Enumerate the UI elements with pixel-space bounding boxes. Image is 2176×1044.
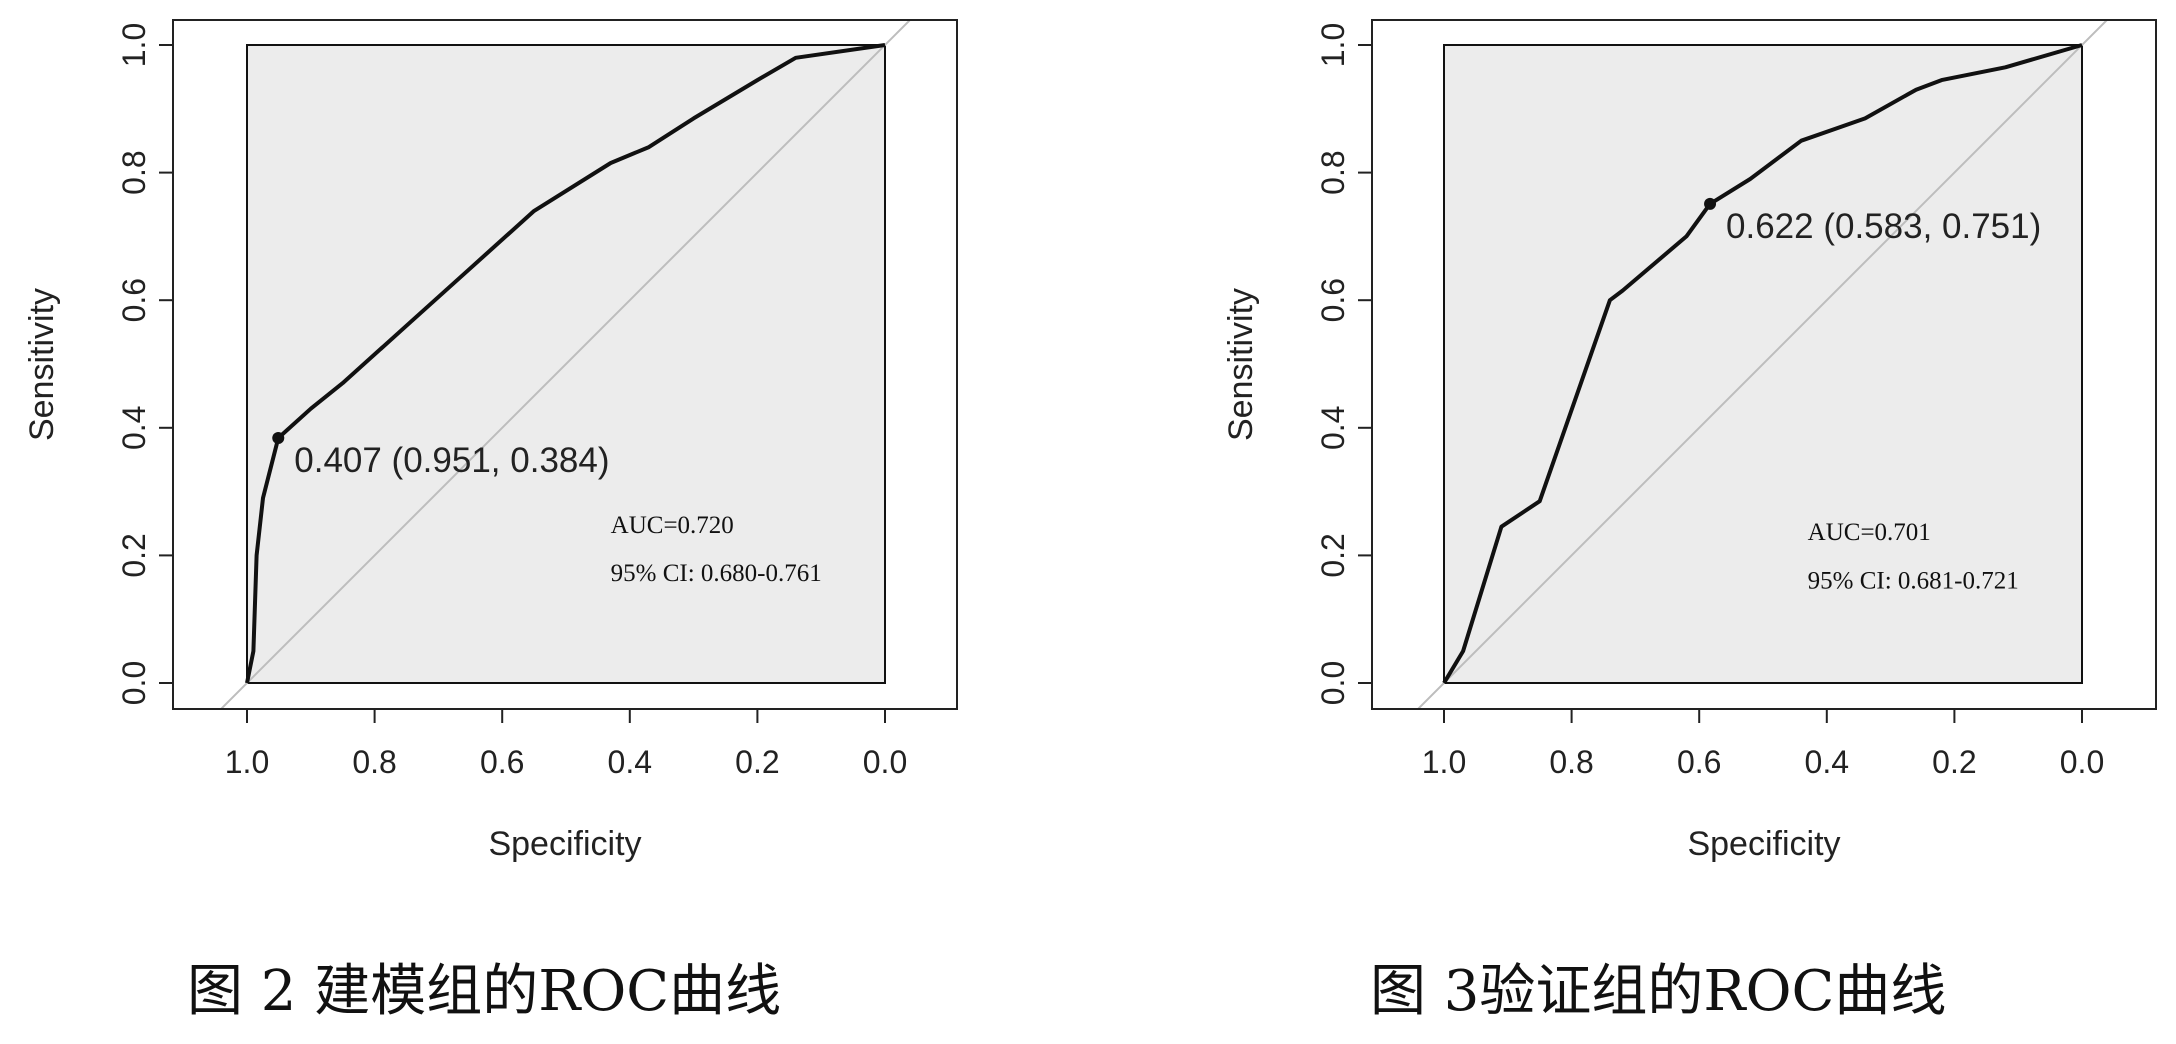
x-tick-label: 0.2 (1932, 744, 1976, 780)
figure-caption: 图 3验证组的ROC曲线 (1370, 959, 1946, 1024)
plot-frame (172, 19, 958, 710)
threshold-point (272, 432, 285, 445)
y-tick-label: 1.0 (116, 23, 152, 67)
y-axis-title: Sensitivity (1222, 288, 1260, 441)
y-tick-label: 0.0 (1315, 661, 1351, 705)
y-tick-label: 0.4 (116, 406, 152, 450)
x-tick-label: 0.8 (1549, 744, 1593, 780)
threshold-point (1704, 197, 1717, 210)
y-tick-label: 0.6 (1315, 278, 1351, 322)
y-tick-label: 0.8 (1315, 150, 1351, 194)
diagonal-reference-line (219, 20, 912, 709)
roc-panel-2: 0.622 (0.583, 0.751) AUC=0.701 95% CI: 0.6… (1222, 19, 2157, 1024)
y-tick-label: 0.6 (116, 278, 152, 322)
y-tick-label: 0.8 (116, 150, 152, 194)
y-tick-label: 0.2 (116, 533, 152, 577)
x-tick-label: 0.2 (735, 744, 779, 780)
y-tick-label: 0.4 (1315, 406, 1351, 450)
roc-panel-1: 0.407 (0.951, 0.384) AUC=0.720 95% CI: 0.6… (23, 19, 958, 1024)
diagonal-reference-line (1416, 20, 2109, 709)
x-axis-title: Specificity (1687, 825, 1840, 863)
x-axis-title: Specificity (488, 825, 641, 863)
x-tick-label: 0.6 (480, 744, 524, 780)
ci-text: 95% CI: 0.681-0.721 (1808, 568, 2019, 595)
y-tick-label: 1.0 (1315, 23, 1351, 67)
x-tick-label: 0.0 (2060, 744, 2104, 780)
threshold-label: 0.622 (0.583, 0.751) (1726, 207, 2041, 246)
x-tick-label: 1.0 (225, 744, 269, 780)
y-axis-title: Sensitivity (23, 288, 61, 441)
x-tick-label: 0.8 (352, 744, 396, 780)
figure-caption: 图 2 建模组的ROC曲线 (187, 959, 781, 1024)
auc-text: AUC=0.701 (1808, 519, 1931, 546)
x-tick-label: 0.6 (1677, 744, 1721, 780)
x-tick-label: 0.0 (863, 744, 907, 780)
plot-frame (1371, 19, 2157, 710)
roc-curve (245, 43, 886, 684)
ci-text: 95% CI: 0.680-0.761 (611, 560, 822, 587)
x-tick-label: 0.4 (608, 744, 652, 780)
x-tick-label: 0.4 (1805, 744, 1849, 780)
x-tick-label: 1.0 (1422, 744, 1466, 780)
auc-text: AUC=0.720 (611, 512, 734, 539)
y-tick-label: 0.2 (1315, 533, 1351, 577)
threshold-label: 0.407 (0.951, 0.384) (294, 441, 609, 480)
y-tick-label: 0.0 (116, 661, 152, 705)
